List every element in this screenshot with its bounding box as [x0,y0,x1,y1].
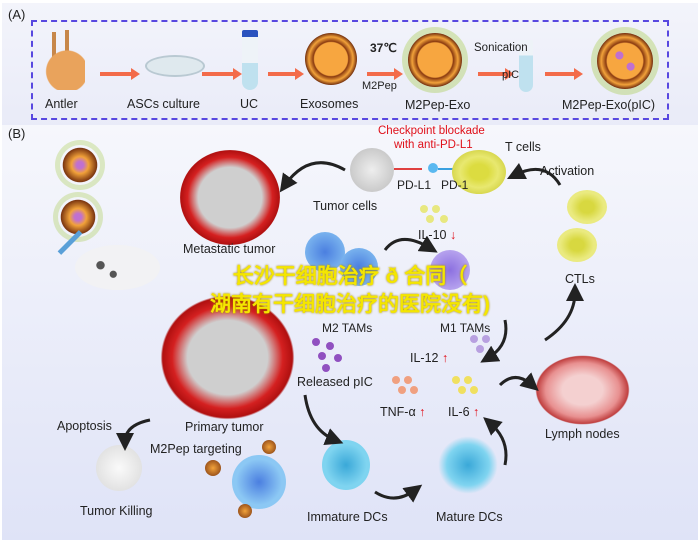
petri-dish-icon [145,55,205,77]
step-m2pep-exo-pic: M2Pep-Exo(pIC) [562,98,656,112]
pd-l1-receptor-icon [394,168,422,170]
il12-label: IL-12 ↑ [410,351,448,365]
panel-a-label: (A) [8,7,26,22]
arrow-activation [506,162,562,186]
il12-text: IL-12 [410,351,439,365]
metastatic-tumor-icon [180,150,280,245]
arrow-tumor-to-metastasis [279,161,346,193]
m2-tams-label: M2 TAMs [322,321,373,335]
checkpoint-label-1: Checkpoint blockade [378,125,485,137]
tumor-cells-label: Tumor cells [313,199,378,213]
deer-icon [40,28,85,90]
metastatic-tumor-label: Metastatic tumor [183,242,276,256]
m1-tam-icon [430,250,470,290]
mature-dc-icon [438,436,498,494]
il6-label: IL-6 ↑ [448,405,479,419]
arrow-to-lymph [498,372,539,391]
anti-pd-l1-icon [428,163,438,173]
step-exosomes: Exosomes [300,97,359,111]
activation-label: Activation [540,164,595,178]
arrow-il12 [480,319,508,363]
up-arrow-icon: ↑ [441,351,449,365]
m2-macrophage-icon [232,455,286,509]
step-ascs-culture: ASCs culture [127,97,200,111]
arrow-lymph-to-ctl [544,283,584,342]
step-m2pep-exo: M2Pep-Exo [405,98,471,112]
ctl-cell-icon [557,228,597,262]
panel-a-frame [31,20,669,120]
pd-1-label: PD-1 [441,178,469,192]
step-uc: UC [240,97,259,111]
tnf-text: TNF-α [380,405,416,419]
arrow-icon [545,68,583,80]
released-pic-label: Released pIC [297,375,373,389]
arrow-apoptosis [116,418,151,451]
exosome-icon [60,145,100,185]
m2pep-targeting-label: M2Pep targeting [150,442,242,456]
exosome-icon [305,33,357,85]
arrow-icon [367,68,403,80]
primary-tumor-icon [160,295,295,420]
tumor-cell-icon [350,148,394,192]
m2-tam-icon [340,248,378,286]
pic-label: pIC [502,69,520,81]
arrow-m2-to-m1 [383,235,438,253]
m1-tams-label: M1 TAMs [440,321,491,335]
down-arrow-icon: ↓ [449,228,457,242]
m2-tam-icon [305,232,345,272]
arrow-icon [202,68,242,80]
exosome-icon [238,504,252,518]
sonication-tube-icon [519,40,533,92]
watermark-line-2: 湖南有干细胞治疗的医院没有) [210,293,490,316]
arrow-icon [268,68,304,80]
arrow-mature-to-cytokines [483,417,508,466]
dead-tumor-cell-icon [96,445,142,491]
t-cell-icon [452,150,506,194]
checkpoint-label-2: with anti-PD-L1 [394,139,473,151]
mouse-icon [75,245,160,290]
il6-text: IL-6 [448,405,470,419]
exosome-icon [205,460,221,476]
lymph-node-icon [535,355,630,425]
sonication-label: Sonication [474,42,528,54]
ctls-label: CTLs [565,272,595,286]
primary-tumor-label: Primary tumor [185,420,264,434]
arrow-icon [478,68,514,80]
centrifuge-tube-icon [242,30,258,90]
tumor-killing-label: Tumor Killing [80,504,153,518]
arrow-released-pic [303,394,344,446]
up-arrow-icon: ↑ [473,405,480,419]
panel-b-label: (B) [8,126,26,141]
arrow-immature-to-mature [374,484,423,503]
temperature-label: 37℃ [370,41,397,55]
step-antler: Antler [45,97,78,111]
up-arrow-icon: ↑ [419,405,426,419]
m2pep-label: M2Pep [362,80,397,92]
ctl-cell-icon [567,190,607,224]
exosome-icon [262,440,276,454]
pd-l1-label: PD-L1 [397,178,432,192]
m2pep-exo-pic-icon [597,33,653,89]
lymph-nodes-label: Lymph nodes [545,427,620,441]
t-cells-label: T cells [505,140,541,154]
immature-dcs-label: Immature DCs [307,510,388,524]
watermark-line-1: 长沙干细胞治疗 ð 合同（ [232,265,468,288]
mature-dcs-label: Mature DCs [436,510,503,524]
m2pep-exo-icon [408,33,462,87]
tnf-label: TNF-α ↑ [380,405,425,419]
immature-dc-icon [322,440,370,490]
pd-1-receptor-icon [438,168,456,170]
arrow-icon [100,68,140,80]
apoptosis-label: Apoptosis [57,419,112,433]
